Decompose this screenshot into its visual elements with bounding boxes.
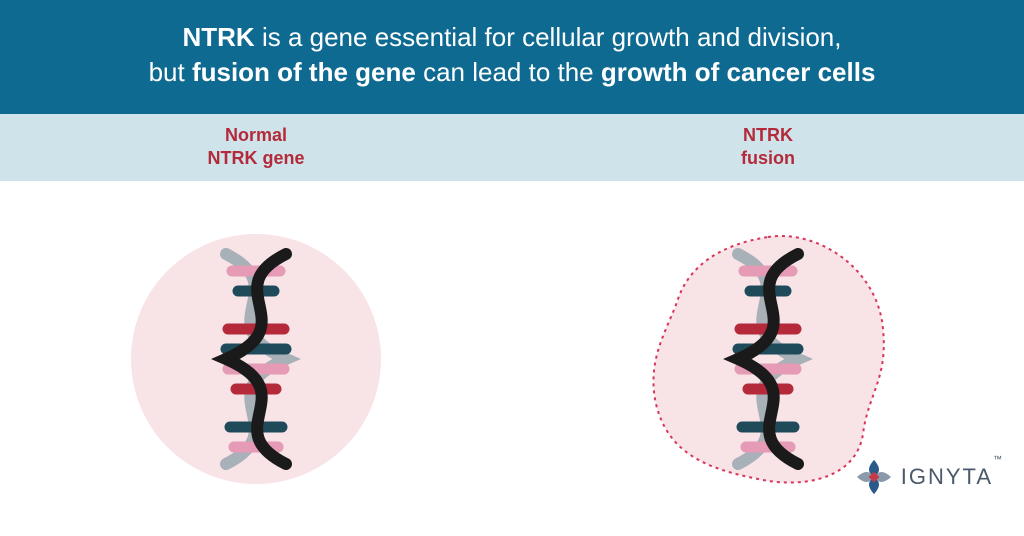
logo-name: IGNYTA bbox=[901, 464, 993, 489]
normal-cell-icon bbox=[116, 219, 396, 499]
header-banner: NTRK is a gene essential for cellular gr… bbox=[0, 0, 1024, 114]
header-text: NTRK is a gene essential for cellular gr… bbox=[40, 20, 984, 90]
panel-normal bbox=[0, 181, 512, 536]
sub-right-l1: NTRK bbox=[743, 125, 793, 145]
sub-left-l2: NTRK gene bbox=[207, 148, 304, 168]
sub-right-l2: fusion bbox=[741, 148, 795, 168]
hl-ntrk: NTRK bbox=[183, 22, 255, 52]
subheader-right: NTRK fusion bbox=[512, 124, 1024, 169]
subheader-row: Normal NTRK gene NTRK fusion bbox=[0, 114, 1024, 181]
logo-mark-icon bbox=[855, 458, 893, 496]
logo-text: IGNYTA™ bbox=[901, 464, 1004, 490]
brand-logo: IGNYTA™ bbox=[855, 458, 1004, 496]
fusion-cell-icon bbox=[628, 219, 908, 499]
hl-line2-mid: can lead to the bbox=[416, 57, 601, 87]
hl-line1-post: is a gene essential for cellular growth … bbox=[255, 22, 842, 52]
sub-left-l1: Normal bbox=[225, 125, 287, 145]
hl-line2-pre: but bbox=[149, 57, 192, 87]
hl-growth: growth of cancer cells bbox=[601, 57, 876, 87]
subheader-left: Normal NTRK gene bbox=[0, 124, 512, 169]
logo-tm: ™ bbox=[993, 454, 1004, 464]
hl-fusion: fusion of the gene bbox=[192, 57, 416, 87]
